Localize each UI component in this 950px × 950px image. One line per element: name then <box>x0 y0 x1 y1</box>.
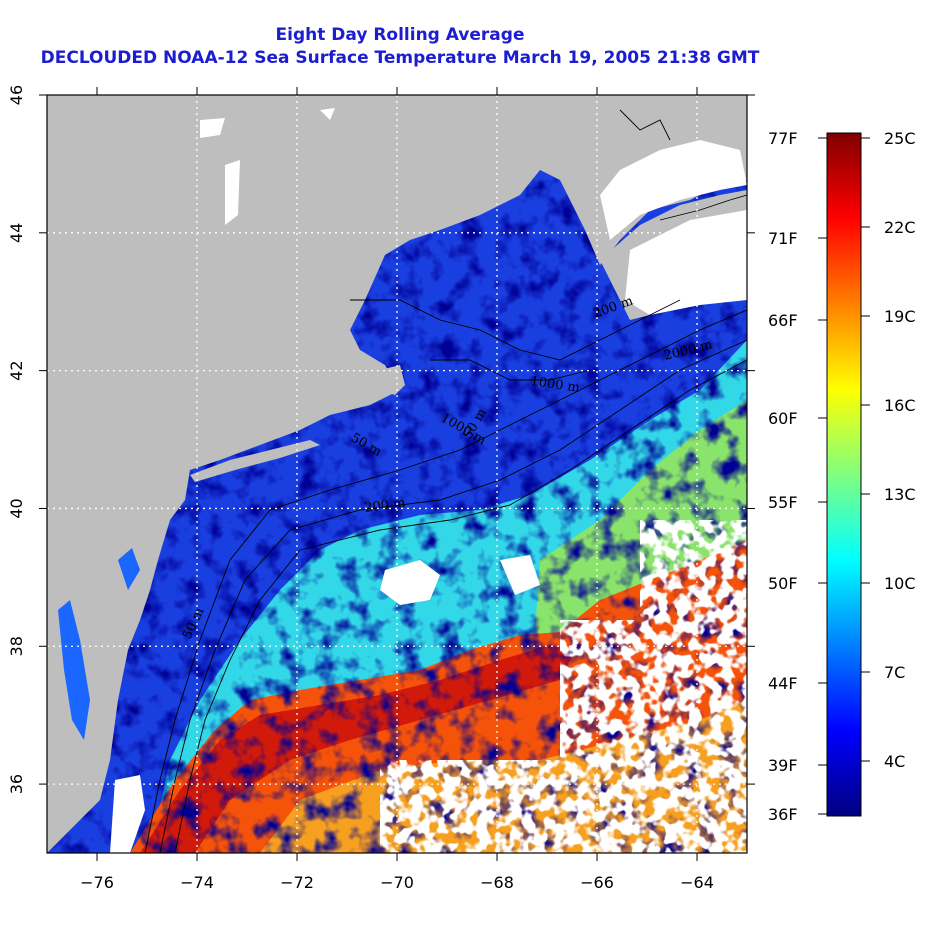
cloud-mask <box>110 108 747 853</box>
y-tick-label: 40 <box>7 498 26 518</box>
celsius-label: 16C <box>884 396 916 415</box>
fahrenheit-label: 44F <box>768 674 798 693</box>
fahrenheit-label: 71F <box>768 229 798 248</box>
x-tick-label: −66 <box>580 873 614 892</box>
y-tick-label: 42 <box>7 360 26 380</box>
celsius-label: 10C <box>884 574 916 593</box>
x-tick-label: −64 <box>680 873 714 892</box>
fahrenheit-label: 77F <box>768 129 798 148</box>
y-tick-label: 38 <box>7 636 26 656</box>
bathymetry-contours <box>144 109 747 853</box>
celsius-label: 22C <box>884 218 916 237</box>
axis-ticks: −76 −74 −72 −70 −68 −66 −64 36 38 40 42 44 46 <box>7 85 755 892</box>
fahrenheit-label: 36F <box>768 805 798 824</box>
x-tick-label: −74 <box>180 873 214 892</box>
fahrenheit-label: 50F <box>768 574 798 593</box>
contour-label: 1000 m <box>529 374 580 396</box>
celsius-label: 4C <box>884 752 905 771</box>
x-tick-label: −72 <box>280 873 314 892</box>
map-subtitle: DECLOUDED NOAA-12 Sea Surface Temperatur… <box>40 48 760 68</box>
colorbar <box>826 132 862 817</box>
fahrenheit-label: 39F <box>768 756 798 775</box>
x-tick-label: −68 <box>480 873 514 892</box>
chesapeake-bay <box>58 600 90 740</box>
y-tick-label: 36 <box>7 774 26 794</box>
delaware-bay <box>118 548 140 590</box>
land-cape-cod <box>380 365 405 395</box>
land-long-island <box>190 440 320 482</box>
celsius-label: 7C <box>884 663 905 682</box>
celsius-label: 19C <box>884 307 916 326</box>
y-tick-label: 44 <box>7 223 26 243</box>
colorbar-labels: 25C 22C 19C 16C 13C 10C 7C 4C 77F 71F 66F 60F 55F 50F… <box>768 129 916 824</box>
map-title: Eight Day Rolling Average <box>275 25 525 45</box>
fahrenheit-label: 55F <box>768 493 798 512</box>
fahrenheit-label: 66F <box>768 311 798 330</box>
celsius-label: 13C <box>884 485 916 504</box>
contour-label: 200 m <box>363 495 406 516</box>
celsius-label: 25C <box>884 129 916 148</box>
x-tick-label: −76 <box>80 873 114 892</box>
land-mainland <box>47 95 747 853</box>
graticule <box>47 95 747 853</box>
x-tick-label: −70 <box>380 873 414 892</box>
map-area: 50 m 200 m 1000 m 2000 m 200 m 50 m 50 m… <box>47 95 747 853</box>
fahrenheit-label: 60F <box>768 409 798 428</box>
y-tick-label: 46 <box>7 85 26 105</box>
